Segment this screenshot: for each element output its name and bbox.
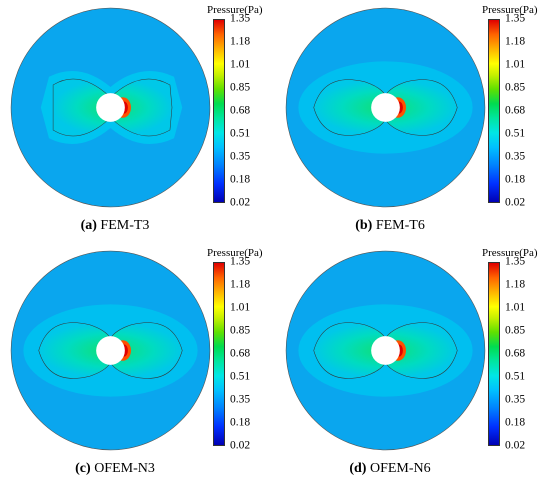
- pressure-contour-plot: [10, 7, 211, 208]
- tick-label: 0.35: [505, 393, 526, 406]
- panel-a: Pressure(Pa) 1.35 1.18 1.01 0.85 0.68 0.…: [0, 0, 275, 243]
- caption-name: OFEM-N6: [369, 461, 431, 476]
- tick-label: 0.02: [505, 439, 526, 452]
- tick-label: 0.68: [230, 347, 251, 360]
- panel-caption: (b) FEM-T6: [275, 218, 505, 234]
- tick-label: 0.18: [230, 416, 251, 429]
- tick-label: 1.01: [505, 301, 526, 314]
- legend-title: Pressure(Pa): [207, 4, 263, 16]
- tick-label: 1.18: [505, 278, 526, 291]
- caption-letter: (b): [355, 218, 373, 233]
- tick-label: 0.18: [505, 173, 526, 186]
- tick-label: 0.85: [230, 81, 251, 94]
- tick-label: 1.18: [505, 35, 526, 48]
- tick-label: 1.18: [230, 278, 251, 291]
- caption-name: FEM-T3: [100, 218, 150, 233]
- tick-label: 1.35: [230, 12, 251, 25]
- colorbar: [213, 262, 225, 446]
- legend-title: Pressure(Pa): [207, 247, 263, 259]
- tick-label: 1.35: [230, 255, 251, 268]
- colorbar: [488, 262, 500, 446]
- tick-label: 1.01: [230, 58, 251, 71]
- tick-label: 0.85: [505, 81, 526, 94]
- pressure-contour-plot: [285, 250, 486, 451]
- caption-letter: (c): [75, 461, 91, 476]
- tick-label: 0.35: [505, 150, 526, 163]
- legend-title: Pressure(Pa): [482, 4, 538, 16]
- tick-label: 1.18: [230, 35, 251, 48]
- tick-label: 0.02: [505, 196, 526, 209]
- tick-label: 0.18: [505, 416, 526, 429]
- tick-label: 0.68: [230, 104, 251, 117]
- colorbar: [488, 19, 500, 203]
- panel-caption: (a) FEM-T3: [0, 218, 230, 234]
- panel-caption: (d) OFEM-N6: [275, 461, 505, 477]
- caption-name: FEM-T6: [375, 218, 425, 233]
- panel-d: Pressure(Pa) 1.35 1.18 1.01 0.85 0.68 0.…: [275, 243, 550, 486]
- tick-label: 0.51: [505, 127, 526, 140]
- tick-label: 0.85: [505, 324, 526, 337]
- tick-label: 0.51: [505, 370, 526, 383]
- colorbar: [213, 19, 225, 203]
- caption-letter: (d): [349, 461, 367, 476]
- tick-label: 0.68: [505, 104, 526, 117]
- tick-label: 0.35: [230, 393, 251, 406]
- tick-label: 1.01: [230, 301, 251, 314]
- tick-label: 1.01: [505, 58, 526, 71]
- panel-b: Pressure(Pa) 1.35 1.18 1.01 0.85 0.68 0.…: [275, 0, 550, 243]
- caption-letter: (a): [80, 218, 97, 233]
- tick-label: 0.68: [505, 347, 526, 360]
- tick-label: 0.18: [230, 173, 251, 186]
- legend-title: Pressure(Pa): [482, 247, 538, 259]
- tick-label: 0.51: [230, 127, 251, 140]
- panel-c: Pressure(Pa) 1.35 1.18 1.01 0.85 0.68 0.…: [0, 243, 275, 486]
- pressure-contour-plot: [10, 250, 211, 451]
- tick-label: 0.51: [230, 370, 251, 383]
- tick-label: 1.35: [505, 255, 526, 268]
- tick-label: 0.35: [230, 150, 251, 163]
- tick-label: 1.35: [505, 12, 526, 25]
- tick-label: 0.02: [230, 196, 251, 209]
- panel-caption: (c) OFEM-N3: [0, 461, 230, 477]
- tick-label: 0.02: [230, 439, 251, 452]
- pressure-contour-plot: [285, 7, 486, 208]
- tick-label: 0.85: [230, 324, 251, 337]
- caption-name: OFEM-N3: [94, 461, 155, 476]
